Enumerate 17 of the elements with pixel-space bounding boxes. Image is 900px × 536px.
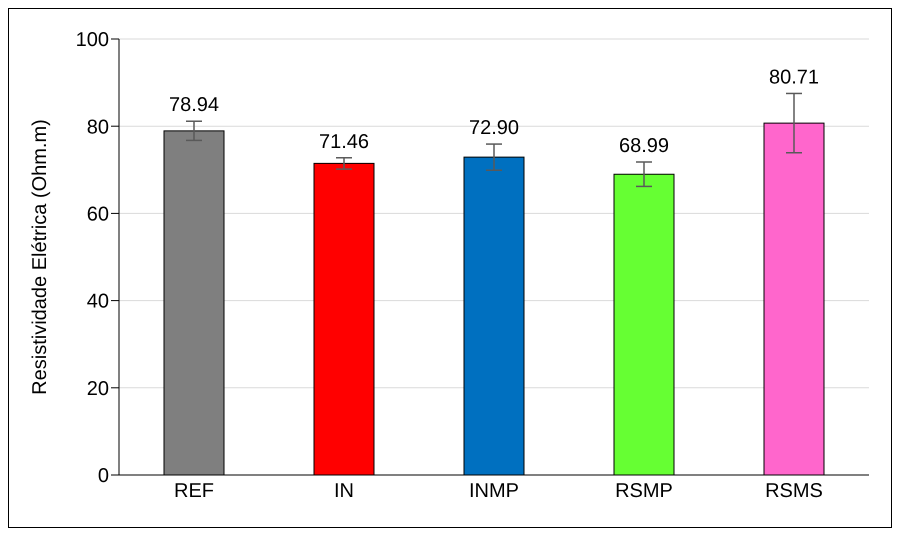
- x-tick-label: INMP: [469, 480, 519, 502]
- data-label: 71.46: [318, 130, 370, 153]
- y-tick-label: 0: [98, 465, 109, 488]
- y-tick-label: 80: [86, 116, 109, 138]
- x-tick-label: RSMS: [765, 480, 823, 502]
- y-tick-label: 100: [76, 29, 109, 52]
- x-tick-label: RSMP: [615, 480, 673, 502]
- y-tick-label: 60: [86, 204, 109, 226]
- data-label: 68.99: [618, 134, 670, 157]
- y-tick-label: 20: [86, 378, 109, 400]
- y-axis-title: Resistividade Elétrica (Ohm.m): [29, 119, 52, 395]
- x-tick-label: IN: [334, 480, 354, 502]
- data-label: 72.90: [468, 117, 520, 140]
- data-label: 80.71: [768, 66, 820, 88]
- x-tick-label: REF: [174, 480, 214, 502]
- y-tick-label: 40: [86, 290, 109, 313]
- data-label: 78.94: [168, 94, 220, 116]
